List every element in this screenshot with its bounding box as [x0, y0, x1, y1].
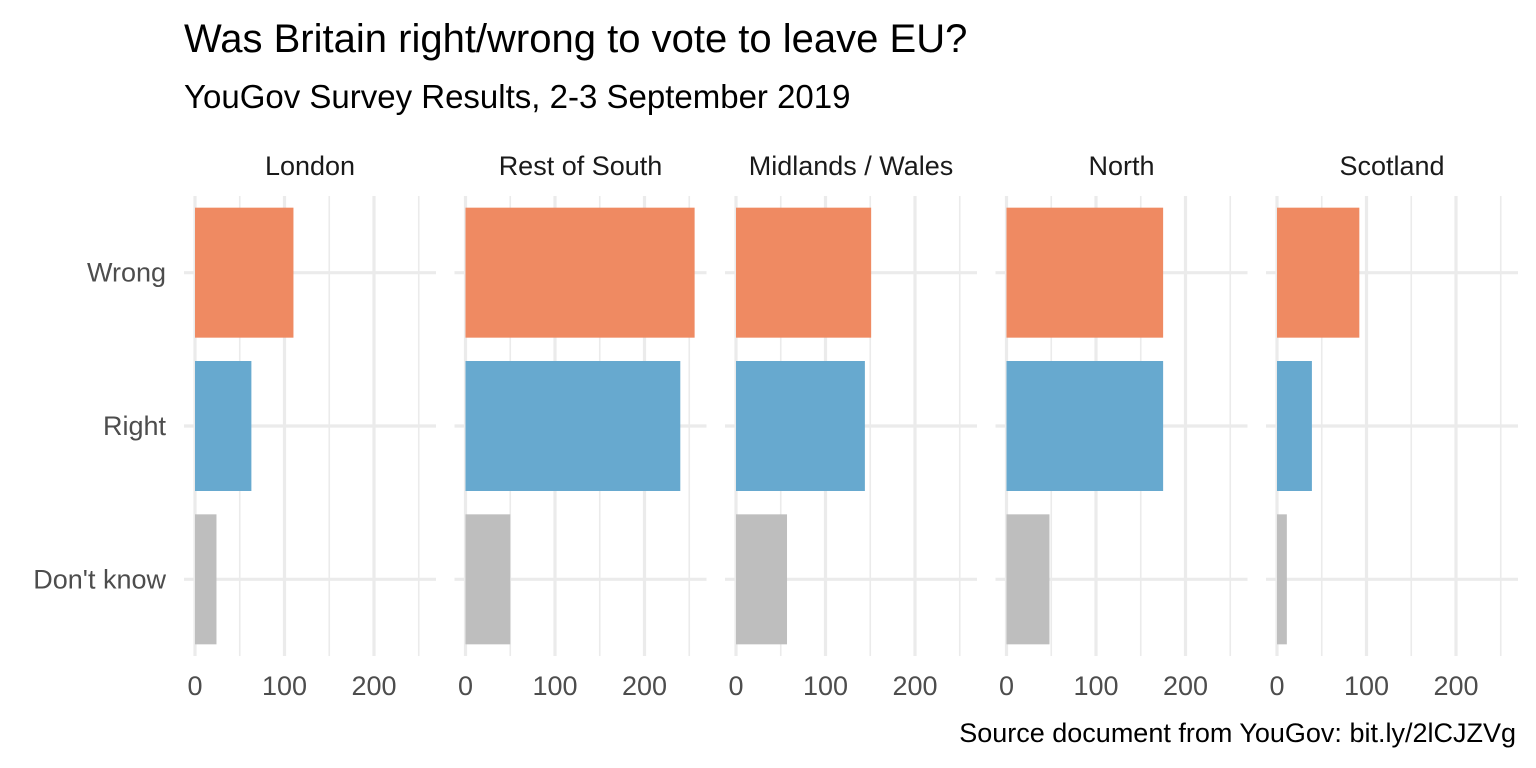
facet-label-scotland: Scotland — [1339, 151, 1444, 181]
bar-london-don-t-know — [195, 514, 217, 645]
bar-north-don-t-know — [1006, 514, 1050, 645]
bar-north-wrong — [1006, 207, 1164, 338]
y-axis-labels: Wrong Right Don't know — [33, 258, 166, 595]
bar-midlands-wales-right — [736, 361, 865, 491]
x-tick-label-200: 200 — [622, 671, 667, 701]
chart-subtitle: YouGov Survey Results, 2-3 September 201… — [184, 78, 851, 115]
bar-london-wrong — [195, 207, 294, 338]
facet-label-london: London — [265, 151, 355, 181]
chart-caption: Source document from YouGov: bit.ly/2lCJ… — [959, 718, 1516, 748]
bar-midlands-wales-don-t-know — [736, 514, 788, 645]
facet-label-midlands-wales: Midlands / Wales — [749, 151, 954, 181]
panel-london: London 0 100 200 — [184, 151, 436, 701]
bar-rest-of-south-don-t-know — [465, 514, 511, 645]
bar-rest-of-south-wrong — [465, 207, 695, 338]
x-tick-label-0: 0 — [458, 671, 473, 701]
facet-label-rest-of-south: Rest of South — [499, 151, 663, 181]
bar-scotland-right — [1277, 361, 1312, 491]
panel-rest-of-south: Rest of South 0 100 200 — [454, 151, 707, 701]
bar-london-right — [195, 361, 252, 491]
bar-scotland-wrong — [1277, 207, 1360, 338]
bar-scotland-don-t-know — [1277, 514, 1287, 645]
panel-scotland: Scotland 0 100 200 — [1266, 151, 1518, 701]
x-tick-label-0: 0 — [187, 671, 202, 701]
chart-title: Was Britain right/wrong to vote to leave… — [184, 17, 967, 61]
x-tick-label-200: 200 — [892, 671, 937, 701]
panel-midlands-wales: Midlands / Wales 0 100 200 — [725, 151, 977, 701]
x-tick-label-100: 100 — [803, 671, 848, 701]
x-tick-label-100: 100 — [262, 671, 307, 701]
x-tick-label-100: 100 — [532, 671, 577, 701]
x-tick-label-200: 200 — [1433, 671, 1478, 701]
x-tick-label-200: 200 — [1163, 671, 1208, 701]
y-tick-label-wrong: Wrong — [87, 258, 166, 288]
x-tick-label-0: 0 — [728, 671, 743, 701]
x-tick-label-200: 200 — [351, 671, 396, 701]
x-tick-label-100: 100 — [1344, 671, 1389, 701]
x-tick-label-0: 0 — [1269, 671, 1284, 701]
y-tick-label-right: Right — [103, 411, 167, 441]
x-tick-label-100: 100 — [1073, 671, 1118, 701]
bar-rest-of-south-right — [465, 361, 681, 491]
facet-label-north: North — [1088, 151, 1154, 181]
x-tick-label-0: 0 — [999, 671, 1014, 701]
bar-midlands-wales-wrong — [736, 207, 872, 338]
panel-north: North 0 100 200 — [995, 151, 1248, 701]
bar-north-right — [1006, 361, 1164, 491]
y-tick-label-don-t-know: Don't know — [33, 564, 166, 594]
